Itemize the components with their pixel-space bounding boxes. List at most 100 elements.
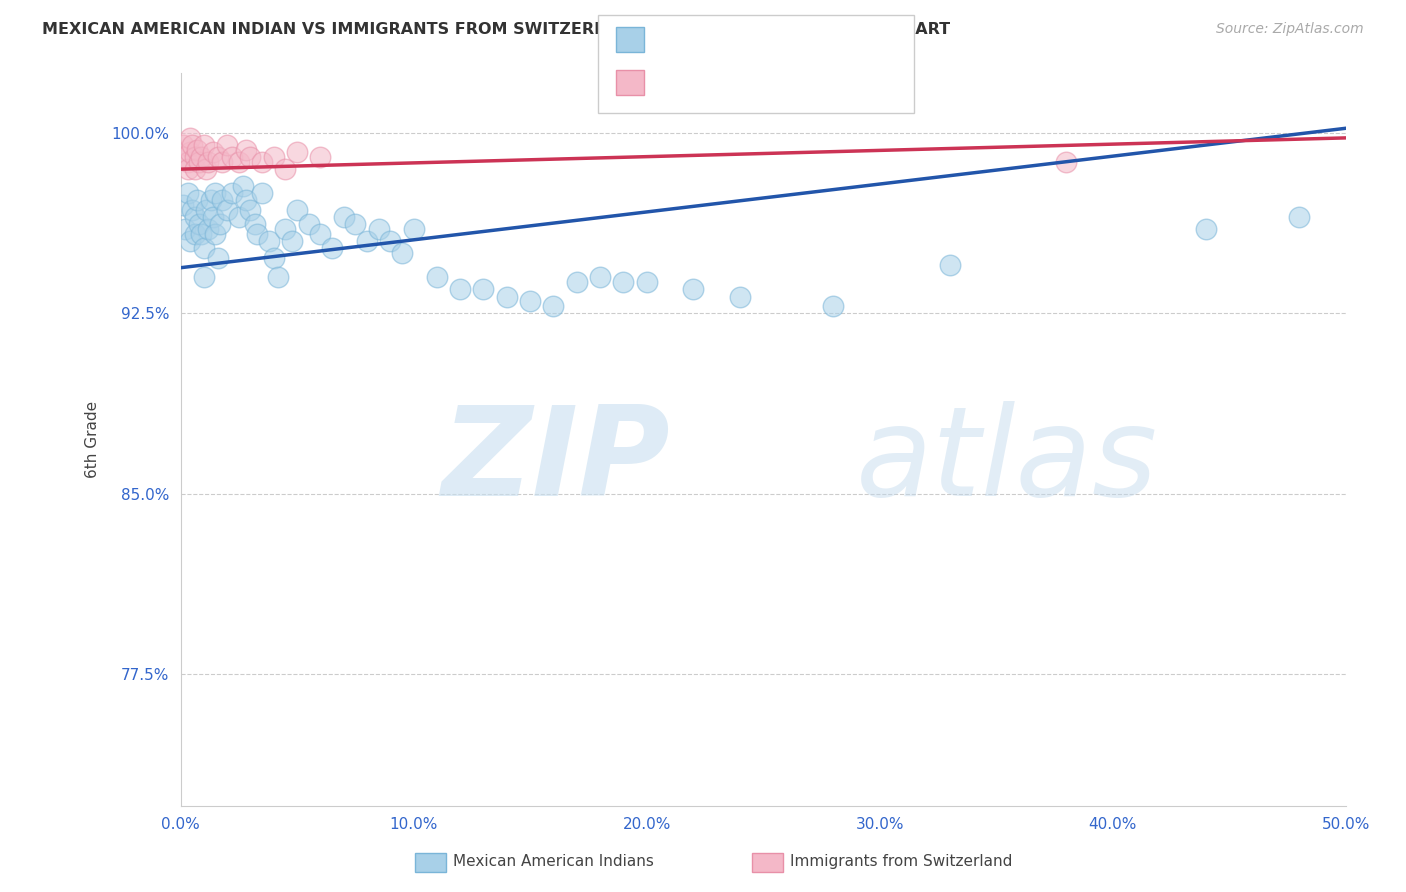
Point xyxy=(285,145,308,160)
Point xyxy=(183,162,205,177)
Point xyxy=(193,138,215,153)
Point xyxy=(221,186,243,201)
Point xyxy=(174,150,197,164)
Point xyxy=(367,222,389,236)
Point xyxy=(472,282,495,296)
Point xyxy=(246,227,269,241)
Point xyxy=(232,178,254,193)
Point xyxy=(186,143,208,157)
Point xyxy=(195,202,218,217)
Point xyxy=(344,218,367,232)
Point xyxy=(380,234,402,248)
Text: R = 0.364   N = 29: R = 0.364 N = 29 xyxy=(652,72,831,90)
Point xyxy=(321,242,343,256)
Point xyxy=(207,150,229,164)
Point xyxy=(519,294,541,309)
Point xyxy=(263,150,285,164)
Point xyxy=(195,162,218,177)
Point xyxy=(183,227,205,241)
Point xyxy=(193,270,215,285)
Point xyxy=(332,211,354,225)
Point xyxy=(235,143,257,157)
Point xyxy=(250,155,273,169)
Point xyxy=(183,211,205,225)
Point xyxy=(179,131,201,145)
Point xyxy=(207,251,229,265)
Point xyxy=(589,270,612,285)
Text: Mexican American Indians: Mexican American Indians xyxy=(453,855,654,869)
Point xyxy=(211,155,233,169)
Point xyxy=(176,162,198,177)
Point xyxy=(267,270,290,285)
Point xyxy=(183,150,205,164)
Point xyxy=(179,234,201,248)
Point xyxy=(176,155,198,169)
Point xyxy=(186,194,208,208)
Point xyxy=(188,155,211,169)
Point xyxy=(181,202,204,217)
Point xyxy=(235,194,257,208)
Point xyxy=(636,275,658,289)
Point xyxy=(211,194,233,208)
Point xyxy=(565,275,588,289)
Point xyxy=(228,155,250,169)
Point xyxy=(202,211,225,225)
Point xyxy=(190,227,212,241)
Text: ZIP: ZIP xyxy=(441,401,669,522)
Point xyxy=(228,211,250,225)
Point xyxy=(285,202,308,217)
Point xyxy=(257,234,280,248)
Point xyxy=(281,234,304,248)
Y-axis label: 6th Grade: 6th Grade xyxy=(86,401,100,478)
Point xyxy=(217,202,239,217)
Point xyxy=(202,145,225,160)
Point xyxy=(728,289,751,303)
Point xyxy=(217,138,239,153)
Point xyxy=(682,282,704,296)
Point xyxy=(309,227,332,241)
Point xyxy=(190,150,212,164)
Point xyxy=(938,258,960,272)
Text: Immigrants from Switzerland: Immigrants from Switzerland xyxy=(790,855,1012,869)
Point xyxy=(197,155,219,169)
Point xyxy=(1054,155,1077,169)
Point xyxy=(200,194,222,208)
Point xyxy=(1288,211,1310,225)
Point xyxy=(179,145,201,160)
Point xyxy=(426,270,449,285)
Point xyxy=(172,198,194,212)
Point xyxy=(181,138,204,153)
Point xyxy=(402,222,425,236)
Point xyxy=(221,150,243,164)
Point xyxy=(543,299,565,313)
Point xyxy=(356,234,378,248)
Point xyxy=(274,222,297,236)
Point xyxy=(176,186,198,201)
Point xyxy=(172,138,194,153)
Point xyxy=(197,222,219,236)
Point xyxy=(612,275,634,289)
Text: atlas: atlas xyxy=(856,401,1159,522)
Point xyxy=(821,299,844,313)
Text: MEXICAN AMERICAN INDIAN VS IMMIGRANTS FROM SWITZERLAND 6TH GRADE CORRELATION CHA: MEXICAN AMERICAN INDIAN VS IMMIGRANTS FR… xyxy=(42,22,950,37)
Point xyxy=(263,251,285,265)
Point xyxy=(250,186,273,201)
Text: R = 0.285   N = 62: R = 0.285 N = 62 xyxy=(652,29,831,47)
Point xyxy=(239,202,262,217)
Point xyxy=(239,150,262,164)
Point xyxy=(204,186,226,201)
Point xyxy=(298,218,321,232)
Text: Source: ZipAtlas.com: Source: ZipAtlas.com xyxy=(1216,22,1364,37)
Point xyxy=(209,218,232,232)
Point xyxy=(449,282,471,296)
Point xyxy=(391,246,413,260)
Point xyxy=(243,218,266,232)
Point xyxy=(309,150,332,164)
Point xyxy=(188,218,211,232)
Point xyxy=(495,289,517,303)
Point xyxy=(193,242,215,256)
Point xyxy=(1195,222,1218,236)
Point xyxy=(174,222,197,236)
Point xyxy=(204,227,226,241)
Point xyxy=(274,162,297,177)
